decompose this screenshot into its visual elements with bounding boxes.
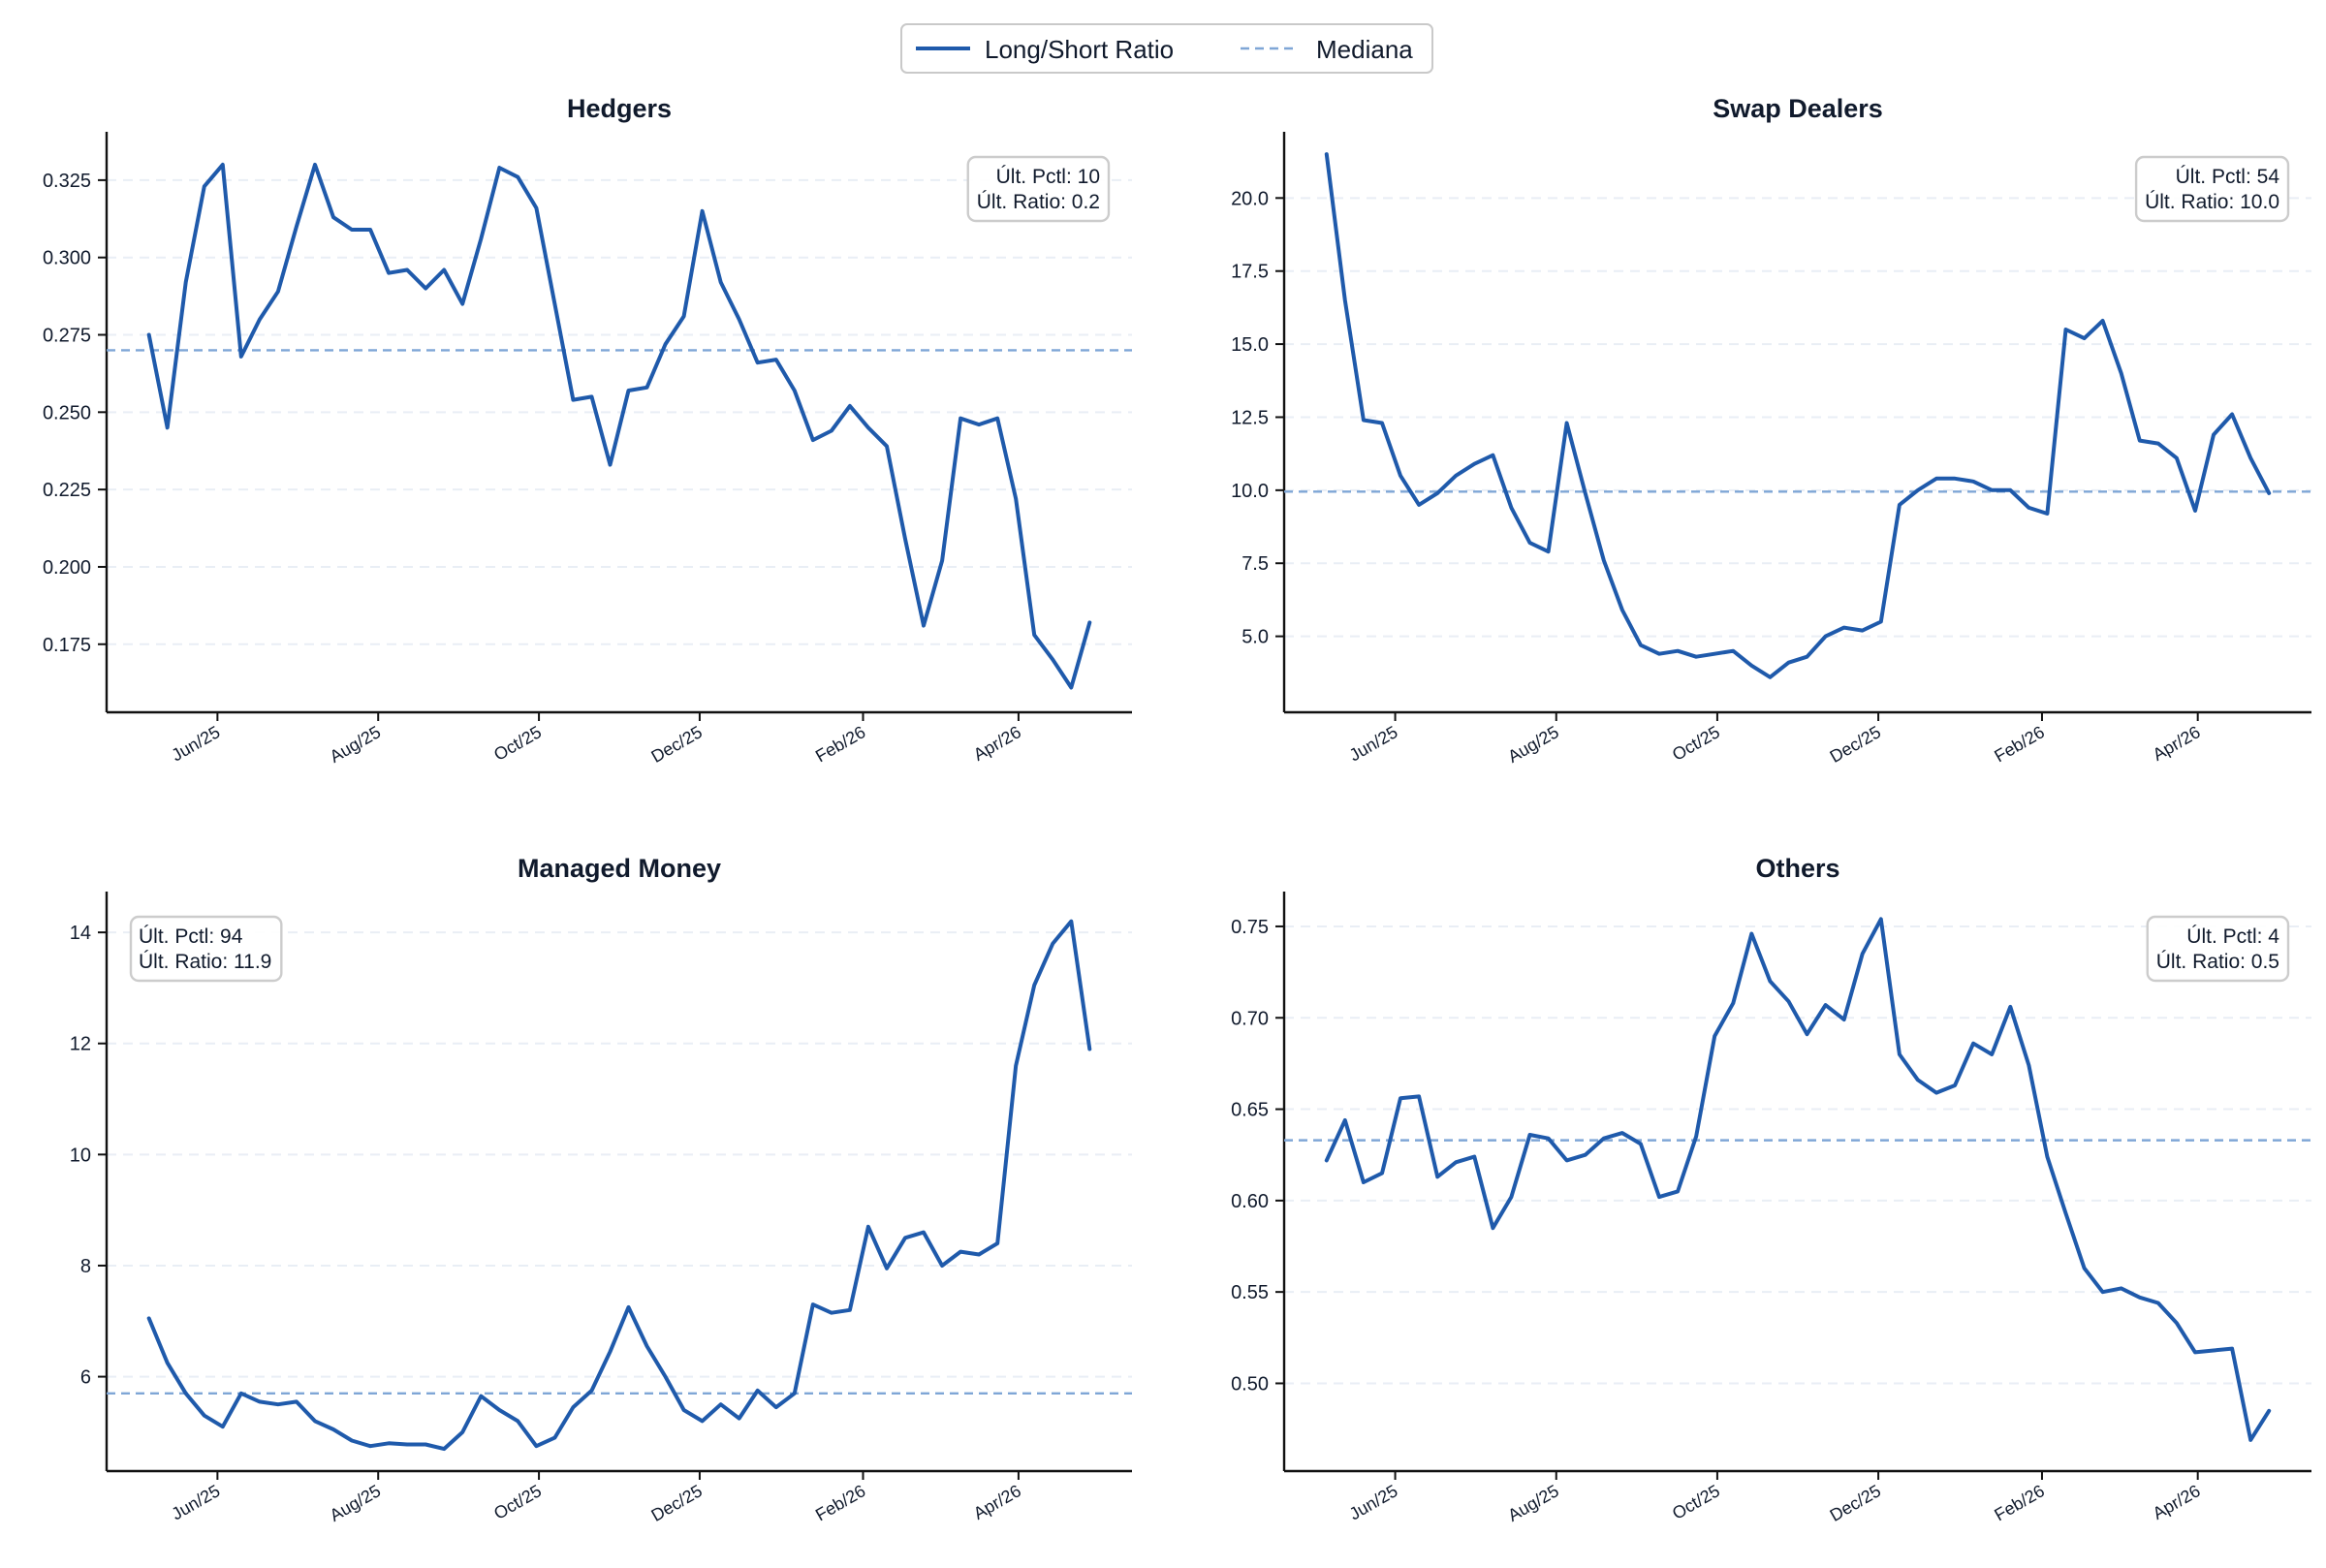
y-tick-label: 0.300 [43,248,91,269]
annotation-ratio: Últ. Ratio: 11.9 [139,951,271,973]
series-line [1324,152,2272,679]
x-tick-label: Aug/25 [327,722,384,767]
x-tick-label: Jun/25 [1346,1481,1401,1523]
annotation-pctl: Últ. Pctl: 94 [139,925,243,948]
y-tick-label: 0.325 [43,171,91,192]
legend-label-ratio: Long/Short Ratio [985,35,1174,64]
series-line [146,162,1092,690]
x-tick-label: Oct/25 [1669,1481,1723,1523]
y-tick-label: 15.0 [1231,334,1269,356]
annotation-pctl: Últ. Pctl: 54 [2176,166,2280,188]
panel-others: Others 0.50 0.55 0.60 0.65 0.70 0.75 Jun/25 Aug/… [1231,854,2311,1525]
annotation-ratio: Últ. Ratio: 10.0 [2145,191,2279,213]
x-tick-label: Apr/26 [970,1481,1024,1523]
y-tick-label: 17.5 [1231,262,1269,283]
annotation-pctl: Últ. Pctl: 10 [996,166,1100,188]
y-tick-label: 7.5 [1242,553,1269,575]
y-tick-label: 0.250 [43,402,91,423]
panel-title: Swap Dealers [1713,94,1883,123]
x-tick-label: Apr/26 [2150,1481,2204,1523]
x-tick-label: Dec/25 [1827,722,1884,767]
x-tick-label: Feb/26 [812,1481,869,1524]
y-tick-label: 0.200 [43,557,91,579]
annotation-box [129,915,283,983]
y-tick-label: 12 [70,1034,91,1055]
panel-title: Others [1755,854,1839,883]
annotation-pctl: Últ. Pctl: 4 [2186,925,2279,948]
x-tick-label: Dec/25 [648,1481,706,1525]
x-tick-label: Oct/25 [490,722,545,765]
y-tick-label: 10.0 [1231,481,1269,502]
y-tick-label: 0.55 [1231,1282,1269,1303]
panel-hedgers: Hedgers 0.175 0.200 0.225 0.250 0.275 0.300 0.3… [43,94,1132,767]
panel-title: Hedgers [567,94,672,123]
x-tick-label: Feb/26 [812,722,869,766]
x-tick-label: Aug/25 [1504,1481,1561,1525]
legend-frame [900,23,1433,74]
x-tick-label: Aug/25 [327,1481,384,1525]
x-tick-label: Feb/26 [1991,722,2048,766]
panel-swap-dealers: Swap Dealers 5.0 7.5 10.0 12.5 15.0 17.5 20.0 Ju… [1231,94,2311,767]
series-line [146,919,1092,1452]
x-tick-label: Jun/25 [169,1481,224,1523]
x-tick-label: Apr/26 [2150,722,2204,765]
y-tick-label: 0.225 [43,480,91,501]
y-tick-label: 14 [70,923,91,944]
annotation-ratio: Últ. Ratio: 0.5 [2156,951,2279,973]
x-tick-label: Aug/25 [1504,722,1561,767]
y-tick-label: 0.60 [1231,1191,1269,1212]
x-tick-label: Dec/25 [648,722,706,767]
y-tick-label: 0.65 [1231,1100,1269,1121]
annotation-ratio: Últ. Ratio: 0.2 [977,191,1100,213]
y-tick-label: 0.275 [43,326,91,347]
x-tick-label: Jun/25 [1346,722,1401,765]
series-line [1324,917,2272,1442]
legend: Long/Short Ratio Mediana [900,23,1433,74]
x-tick-label: Jun/25 [169,722,224,765]
x-tick-label: Feb/26 [1991,1481,2048,1524]
y-tick-label: 20.0 [1231,188,1269,209]
x-tick-label: Oct/25 [1669,722,1723,765]
x-tick-label: Oct/25 [490,1481,545,1523]
y-tick-label: 12.5 [1231,407,1269,428]
y-tick-label: 5.0 [1242,627,1269,648]
y-tick-label: 6 [80,1367,91,1389]
y-tick-label: 0.75 [1231,917,1269,938]
y-tick-label: 8 [80,1256,91,1277]
y-tick-label: 10 [70,1145,91,1166]
y-tick-label: 0.175 [43,635,91,656]
x-tick-label: Dec/25 [1827,1481,1884,1525]
panel-title: Managed Money [518,854,721,883]
panel-managed-money: Managed Money 6 8 10 12 14 Jun/25 Aug/25 Oct/25 D… [70,854,1132,1525]
annotation-box [2134,155,2290,223]
annotation-box [966,155,1111,223]
legend-label-median: Mediana [1316,35,1413,64]
annotation-box [2146,915,2290,983]
y-tick-label: 0.50 [1231,1373,1269,1395]
y-tick-label: 0.70 [1231,1008,1269,1029]
x-tick-label: Apr/26 [970,722,1024,765]
